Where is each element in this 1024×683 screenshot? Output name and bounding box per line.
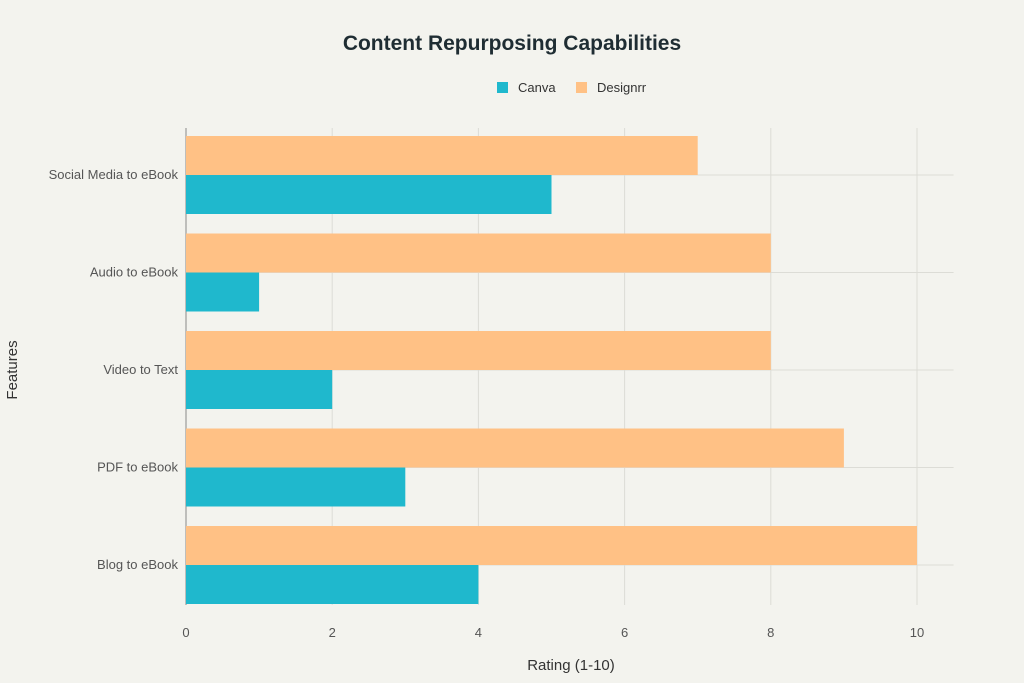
x-tick-label: 4 [475,625,482,640]
bar-canva [186,272,260,312]
x-tick-label: 8 [767,625,774,640]
legend-label[interactable]: Designrr [597,80,647,95]
y-axis-label: Features [4,340,21,399]
y-tick-label: Audio to eBook [90,265,179,280]
bar-designrr [186,136,698,175]
bar-canva [186,565,479,604]
y-tick-label: Video to Text [103,362,178,377]
legend: Canva Designrr [497,80,647,95]
bar-designrr [186,233,771,273]
bar-designrr [186,331,771,370]
legend-swatch-designrr [576,82,587,93]
y-tick-label: Social Media to eBook [49,167,179,182]
x-tick-label: 2 [329,625,336,640]
bars [186,136,917,604]
bar-designrr [186,526,917,565]
legend-label[interactable]: Canva [518,80,556,95]
x-tick-label: 10 [910,625,924,640]
bar-canva [186,467,406,507]
y-tick-label: PDF to eBook [97,460,178,475]
legend-swatch-canva [497,82,508,93]
x-axis-label: Rating (1-10) [527,657,615,674]
chart-title: Content Repurposing Capabilities [343,32,681,55]
tick-labels: 0 2 4 6 8 10 Social Media to eBook Audio to eBo… [49,167,925,640]
bar-canva [186,370,333,409]
bar-designrr [186,428,844,468]
x-tick-label: 0 [182,625,189,640]
bar-canva [186,175,552,214]
y-tick-label: Blog to eBook [97,557,178,572]
x-tick-label: 6 [621,625,628,640]
